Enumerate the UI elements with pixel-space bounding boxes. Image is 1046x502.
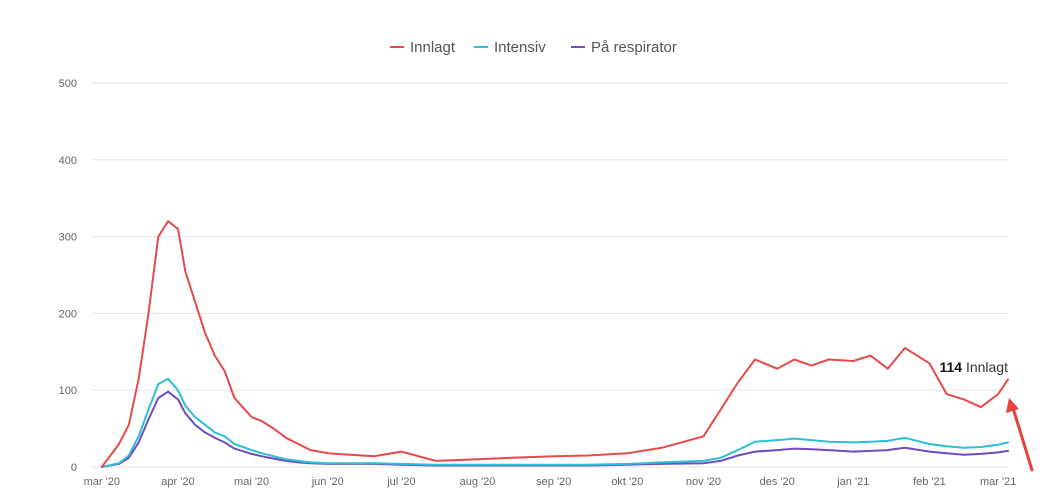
legend-item-innlagt[interactable]: Innlagt — [390, 39, 456, 56]
x-tick-label: jul '20 — [386, 476, 415, 488]
y-tick-label: 0 — [71, 462, 77, 474]
x-tick-label: apr '20 — [161, 476, 194, 488]
x-tick-label: jan '21 — [836, 476, 869, 488]
x-tick-label: nov '20 — [686, 476, 721, 488]
x-tick-label: sep '20 — [536, 476, 571, 488]
x-tick-label: feb '21 — [913, 476, 946, 488]
legend-item-p-respirator[interactable]: På respirator — [571, 39, 677, 56]
last-value-annotation: 114 Innlagt — [939, 359, 1008, 375]
x-tick-label: okt '20 — [611, 476, 643, 488]
legend-label: Intensiv — [494, 39, 546, 56]
annotation-text: 114 Innlagt — [939, 359, 1008, 375]
arrow-shaft — [1011, 406, 1034, 472]
x-tick-label: mai '20 — [234, 476, 269, 488]
arrow-head — [1006, 398, 1019, 413]
series-line-innlagt — [100, 220, 1009, 468]
annotation-value: 114 — [939, 359, 962, 375]
y-tick-label: 300 — [59, 232, 77, 244]
annotation-label: Innlagt — [962, 359, 1008, 375]
y-tick-label: 200 — [59, 308, 77, 320]
series-line-intensiv — [100, 377, 1009, 468]
grid-lines — [92, 82, 1008, 468]
y-tick-label: 100 — [59, 385, 77, 397]
legend-label: På respirator — [591, 39, 677, 56]
x-tick-label: jun '20 — [311, 476, 344, 488]
legend-label: Innlagt — [410, 39, 456, 56]
legend[interactable]: Innlagt Intensiv På respirator — [390, 39, 677, 56]
x-tick-label: mar '20 — [84, 476, 120, 488]
series-lines — [100, 220, 1009, 468]
x-axis-ticks: mar '20 apr '20 mai '20 jun '20 jul '20 aug '… — [84, 476, 1017, 488]
y-tick-label: 400 — [59, 155, 77, 167]
legend-item-intensiv[interactable]: Intensiv — [474, 39, 546, 56]
annotation-arrow — [1006, 398, 1034, 472]
x-tick-label: des '20 — [760, 476, 795, 488]
x-tick-label: mar '21 — [980, 476, 1016, 488]
y-axis-ticks: 0 100 200 300 400 500 — [59, 78, 77, 474]
y-tick-label: 500 — [59, 78, 77, 90]
x-tick-label: aug '20 — [460, 476, 496, 488]
